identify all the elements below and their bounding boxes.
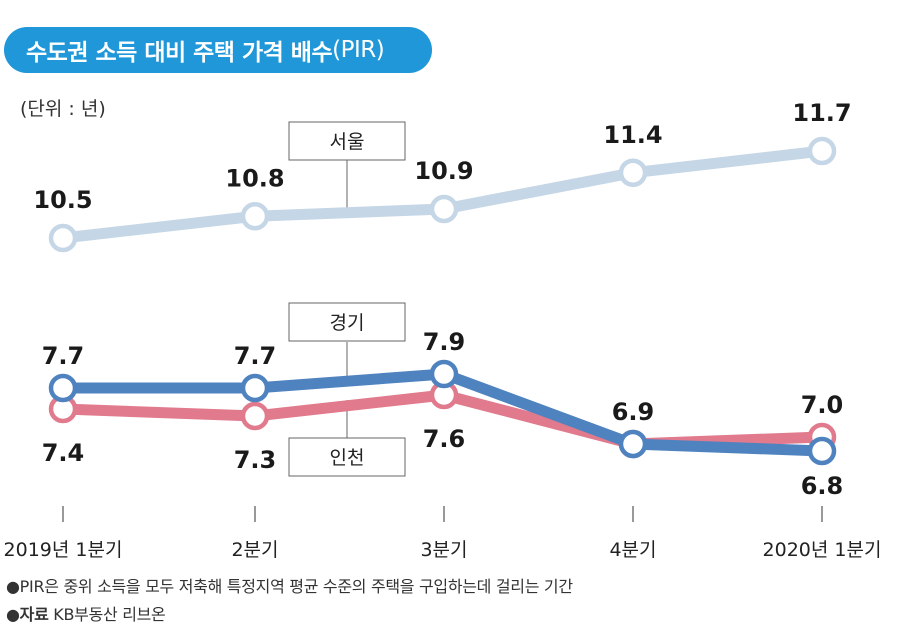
legend-box-incheon-label: 인천 [330, 447, 365, 469]
incheon-value-label: 7.3 [234, 446, 277, 474]
gyeonggi-value-label: 6.8 [801, 472, 844, 500]
incheon-value-label: 7.0 [801, 391, 844, 419]
source-note-label: 자료 [20, 605, 49, 624]
gyeonggi-value-label: 7.7 [234, 342, 277, 370]
seoul-value-label: 10.5 [33, 186, 92, 214]
gyeonggi-point [432, 362, 456, 386]
pir-note-text: PIR은 중위 소득을 모두 저축해 특정지역 평균 수준의 주택을 구입하는데… [20, 577, 573, 596]
x-tick-label: 4분기 [609, 539, 656, 561]
seoul-point [51, 226, 75, 250]
incheon-value-label: 7.4 [42, 439, 85, 467]
seoul-point [621, 161, 645, 185]
incheon-value-label: 7.6 [423, 425, 466, 453]
seoul-point [243, 204, 267, 228]
source-note-bullet: ● [6, 605, 20, 624]
gyeonggi-value-label: 6.9 [612, 398, 655, 426]
pir-note-bullet: ● [6, 577, 20, 596]
gyeonggi-point [243, 376, 267, 400]
x-tick-label: 2019년 1분기 [4, 539, 123, 561]
x-tick-label: 3분기 [420, 539, 467, 561]
source-note: ●자료 KB부동산 리브온 [6, 601, 165, 625]
seoul-point [432, 197, 456, 221]
seoul-point [810, 139, 834, 163]
legend-box-gyeonggi-label: 경기 [330, 312, 365, 334]
x-tick-label: 2분기 [231, 539, 278, 561]
legend-box-seoul-label: 서울 [330, 131, 365, 153]
source-note-text: KB부동산 리브온 [49, 605, 166, 624]
seoul-value-label: 10.8 [225, 164, 284, 192]
seoul-value-label: 10.9 [414, 157, 473, 185]
pir-note: ●PIR은 중위 소득을 모두 저축해 특정지역 평균 수준의 주택을 구입하는… [6, 573, 573, 597]
gyeonggi-value-label: 7.9 [423, 328, 466, 356]
x-tick-label: 2020년 1분기 [763, 539, 882, 561]
gyeonggi-point [810, 439, 834, 463]
gyeonggi-point [51, 376, 75, 400]
seoul-value-label: 11.7 [792, 99, 851, 127]
gyeonggi-value-label: 7.7 [42, 342, 85, 370]
incheon-point [243, 404, 267, 428]
gyeonggi-point [621, 432, 645, 456]
seoul-value-label: 11.4 [603, 121, 662, 149]
